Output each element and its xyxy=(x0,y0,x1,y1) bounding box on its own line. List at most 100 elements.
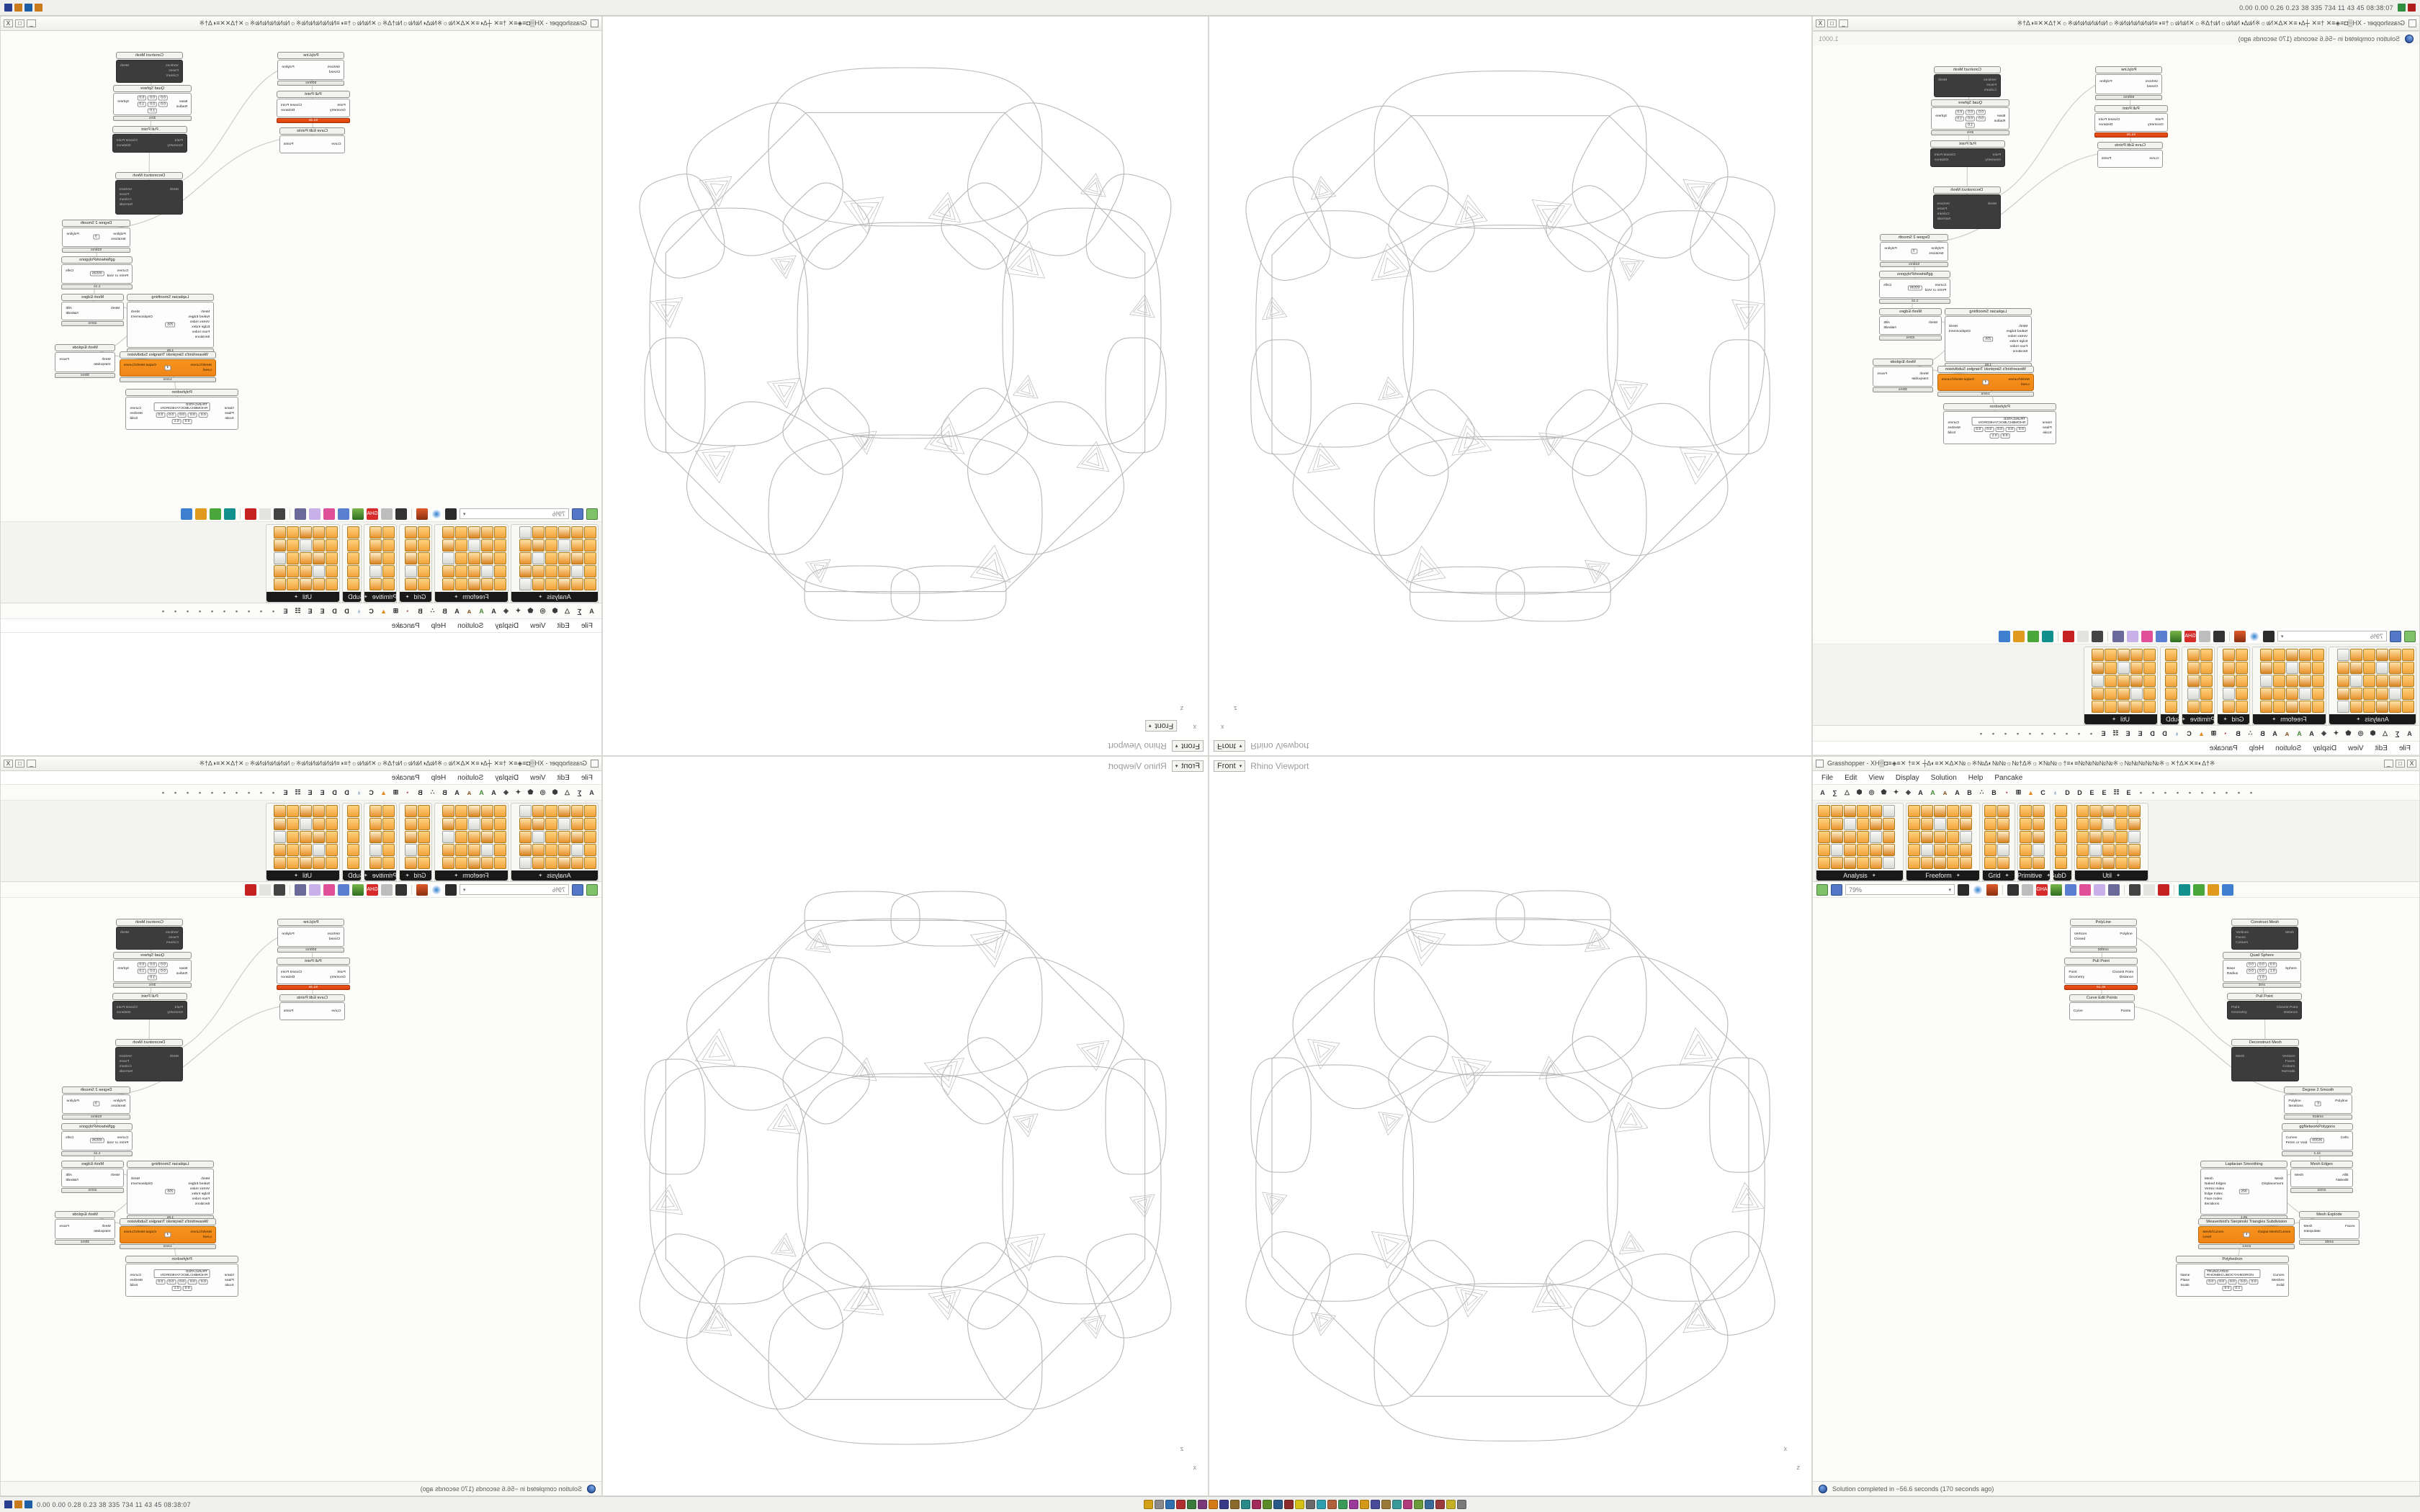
gh-output-param[interactable]: Normals xyxy=(119,1070,133,1074)
gh-component-body[interactable]: Mesh Interpolate Faces xyxy=(55,352,115,372)
save-icon[interactable] xyxy=(572,883,583,896)
gh-component-body[interactable]: Mesh Naked Edges Vertex Index Edge Index Fac… xyxy=(1944,315,2033,363)
palette-component-icon[interactable] xyxy=(2376,662,2388,674)
menu-item-display[interactable]: Display xyxy=(2313,744,2337,752)
gh-value-inputs[interactable]: 3 xyxy=(2315,1101,2321,1107)
gh-output-param[interactable]: Vertices xyxy=(1937,202,1950,207)
palette-component-icon[interactable] xyxy=(1844,857,1856,869)
gh-input-list[interactable]: Mesh Interpolate xyxy=(94,358,110,366)
palette-component-icon[interactable] xyxy=(347,565,359,577)
gh-output-list[interactable]: Curves Meshes Solid xyxy=(2272,1274,2284,1287)
ribbon-icon-extra-5[interactable]: ▪ xyxy=(2200,788,2204,796)
gh-input-list[interactable]: Curve xyxy=(331,1009,341,1013)
palette-component-icon[interactable] xyxy=(2223,662,2235,674)
tray-square-b2[interactable] xyxy=(14,1500,22,1508)
palette-component-icon[interactable] xyxy=(300,526,312,539)
palette-component-icon[interactable] xyxy=(2033,818,2045,830)
palette-component-icon[interactable] xyxy=(300,844,312,856)
palette-component-icon[interactable] xyxy=(545,552,557,564)
gh-input-param[interactable]: Curves xyxy=(117,1136,129,1140)
palette-component-icon[interactable] xyxy=(2102,805,2115,817)
gh-input-list[interactable]: Point Geometry xyxy=(2069,971,2084,979)
palette-component-icon[interactable] xyxy=(2055,857,2067,869)
palette-component-icon[interactable] xyxy=(442,539,454,552)
preview-off-icon[interactable] xyxy=(245,508,256,520)
cluster-green-icon[interactable] xyxy=(210,508,221,520)
maximize-button[interactable]: □ xyxy=(2396,760,2405,768)
gh-output-param[interactable]: Closest Point xyxy=(116,1005,138,1009)
minimize-button[interactable]: _ xyxy=(27,19,36,27)
palette-component-icon[interactable] xyxy=(313,552,325,564)
palette-component-icon[interactable] xyxy=(1984,818,1996,830)
palette-component-icon[interactable] xyxy=(519,552,532,564)
gh-value-input[interactable]: 0.0 xyxy=(2016,427,2026,433)
gh-value-input[interactable]: 0.0 xyxy=(188,1279,197,1285)
palette-group-freeform[interactable]: Freeform ✦ xyxy=(434,803,508,881)
ribbon-icon-1[interactable]: ∑ xyxy=(577,607,582,615)
palette-expand-icon[interactable]: ✦ xyxy=(294,873,298,878)
gh-input-param[interactable]: Radius xyxy=(1994,119,2006,123)
palette-component-icon[interactable] xyxy=(2187,701,2200,713)
gh-output-param[interactable]: Faces xyxy=(59,1224,69,1228)
sketch-pen-icon[interactable] xyxy=(416,883,428,896)
gh-value-input[interactable]: 4 xyxy=(2243,1232,2250,1238)
palette-component-icon[interactable] xyxy=(2350,701,2362,713)
ribbon-icon-2[interactable]: △ xyxy=(2383,729,2388,737)
palette-component-icon[interactable] xyxy=(2055,818,2067,830)
palette-component-icon[interactable] xyxy=(369,539,382,552)
gh-output-param[interactable]: Solid xyxy=(2276,1283,2285,1287)
palette-component-icon[interactable] xyxy=(2200,649,2213,661)
palette-component-icon[interactable] xyxy=(2312,701,2324,713)
rhino-viewport-4[interactable]: Front ▾ Rhino Viewport x z xyxy=(1209,757,1811,1495)
palette-component-icon[interactable] xyxy=(2260,649,2272,661)
gh-component-body[interactable]: Mesh Vertices Faces Colours Normals xyxy=(115,1047,183,1082)
fit-view-icon[interactable] xyxy=(445,883,457,896)
palette-component-icon[interactable] xyxy=(1984,831,1996,843)
gh-input-list[interactable]: Name Plane Scale xyxy=(224,1274,233,1287)
gh-component-body[interactable]: Vertices Faces Colours Mesh xyxy=(115,926,183,950)
palette-component-icon[interactable] xyxy=(481,552,493,564)
find-icon[interactable] xyxy=(338,508,349,520)
palette-component-icon[interactable] xyxy=(2055,831,2067,843)
gh-component-body[interactable]: Mesh Vertices Faces Colours Normals xyxy=(1932,194,2001,230)
gh-component-body[interactable]: Mesh/Curves Level Output Mesh/Curves 4 xyxy=(119,1226,216,1243)
palette-expand-icon[interactable]: ✦ xyxy=(2181,717,2186,722)
palette-component-icon[interactable] xyxy=(2165,675,2177,687)
palette-component-icon[interactable] xyxy=(584,526,596,539)
gh-output-list[interactable]: Output Mesh/Curves xyxy=(2258,1230,2290,1239)
gh-toolbar-secondary[interactable]: 79% ▾ GHA xyxy=(1813,882,2419,898)
palette-component-icon[interactable] xyxy=(2223,701,2235,713)
palette-component-icon[interactable] xyxy=(313,831,325,843)
gh-input-param[interactable]: Scale xyxy=(225,1283,234,1287)
palette-component-icon[interactable] xyxy=(2055,805,2067,817)
palette-tab-analysis[interactable]: Analysis ✦ xyxy=(511,592,598,602)
ribbon-icon-18[interactable]: C xyxy=(2040,788,2045,796)
gh-input-list[interactable]: Point Geometry xyxy=(1985,153,2001,162)
gh-input-list[interactable]: Point Geometry xyxy=(2148,118,2164,127)
palette-component-icon[interactable] xyxy=(369,526,382,539)
gh-input-param[interactable]: Mesh/Curves xyxy=(2008,378,2030,382)
gh-canvas-bottom-left[interactable]: Construct Mesh Vertices Faces Colours Mesh Qu… xyxy=(1,898,601,1481)
ribbon-icon-17[interactable]: ▲ xyxy=(2027,788,2034,796)
gh-value-input[interactable]: 0.0 xyxy=(148,102,158,107)
gh-output-param[interactable]: Displacement xyxy=(130,1182,153,1186)
gh-output-param[interactable]: Sphere xyxy=(2285,966,2297,971)
gh-output-list[interactable]: Output Mesh/Curves xyxy=(1942,378,1974,387)
palette-component-icon[interactable] xyxy=(369,565,382,577)
idea-lightbulb-icon[interactable] xyxy=(2127,630,2138,642)
gh-input-param[interactable]: Radius xyxy=(176,104,188,109)
palette-component-icon[interactable] xyxy=(382,565,395,577)
ribbon-icon-6[interactable]: ✦ xyxy=(515,607,521,614)
palette-component-icon[interactable] xyxy=(418,578,430,590)
gh-value-input[interactable]: 4 xyxy=(1982,379,1989,385)
gh-value-input[interactable]: 0.0 xyxy=(182,1286,192,1292)
gh-input-param[interactable]: Iterations xyxy=(111,238,126,242)
palette-icons-grid[interactable] xyxy=(1983,804,2015,870)
ribbon-icon-7[interactable]: ◈ xyxy=(1906,788,1911,796)
gh-input-param[interactable]: Mesh xyxy=(102,357,111,361)
gh-input-list[interactable]: Point Geometry xyxy=(330,104,346,112)
menu-item-pancake[interactable]: Pancake xyxy=(391,621,420,630)
taskbar-icon-14[interactable] xyxy=(1295,1500,1305,1509)
ribbon-icon-extra-9[interactable]: ▪ xyxy=(161,788,165,796)
gh-value-input[interactable]: 0.0 xyxy=(2246,962,2256,968)
